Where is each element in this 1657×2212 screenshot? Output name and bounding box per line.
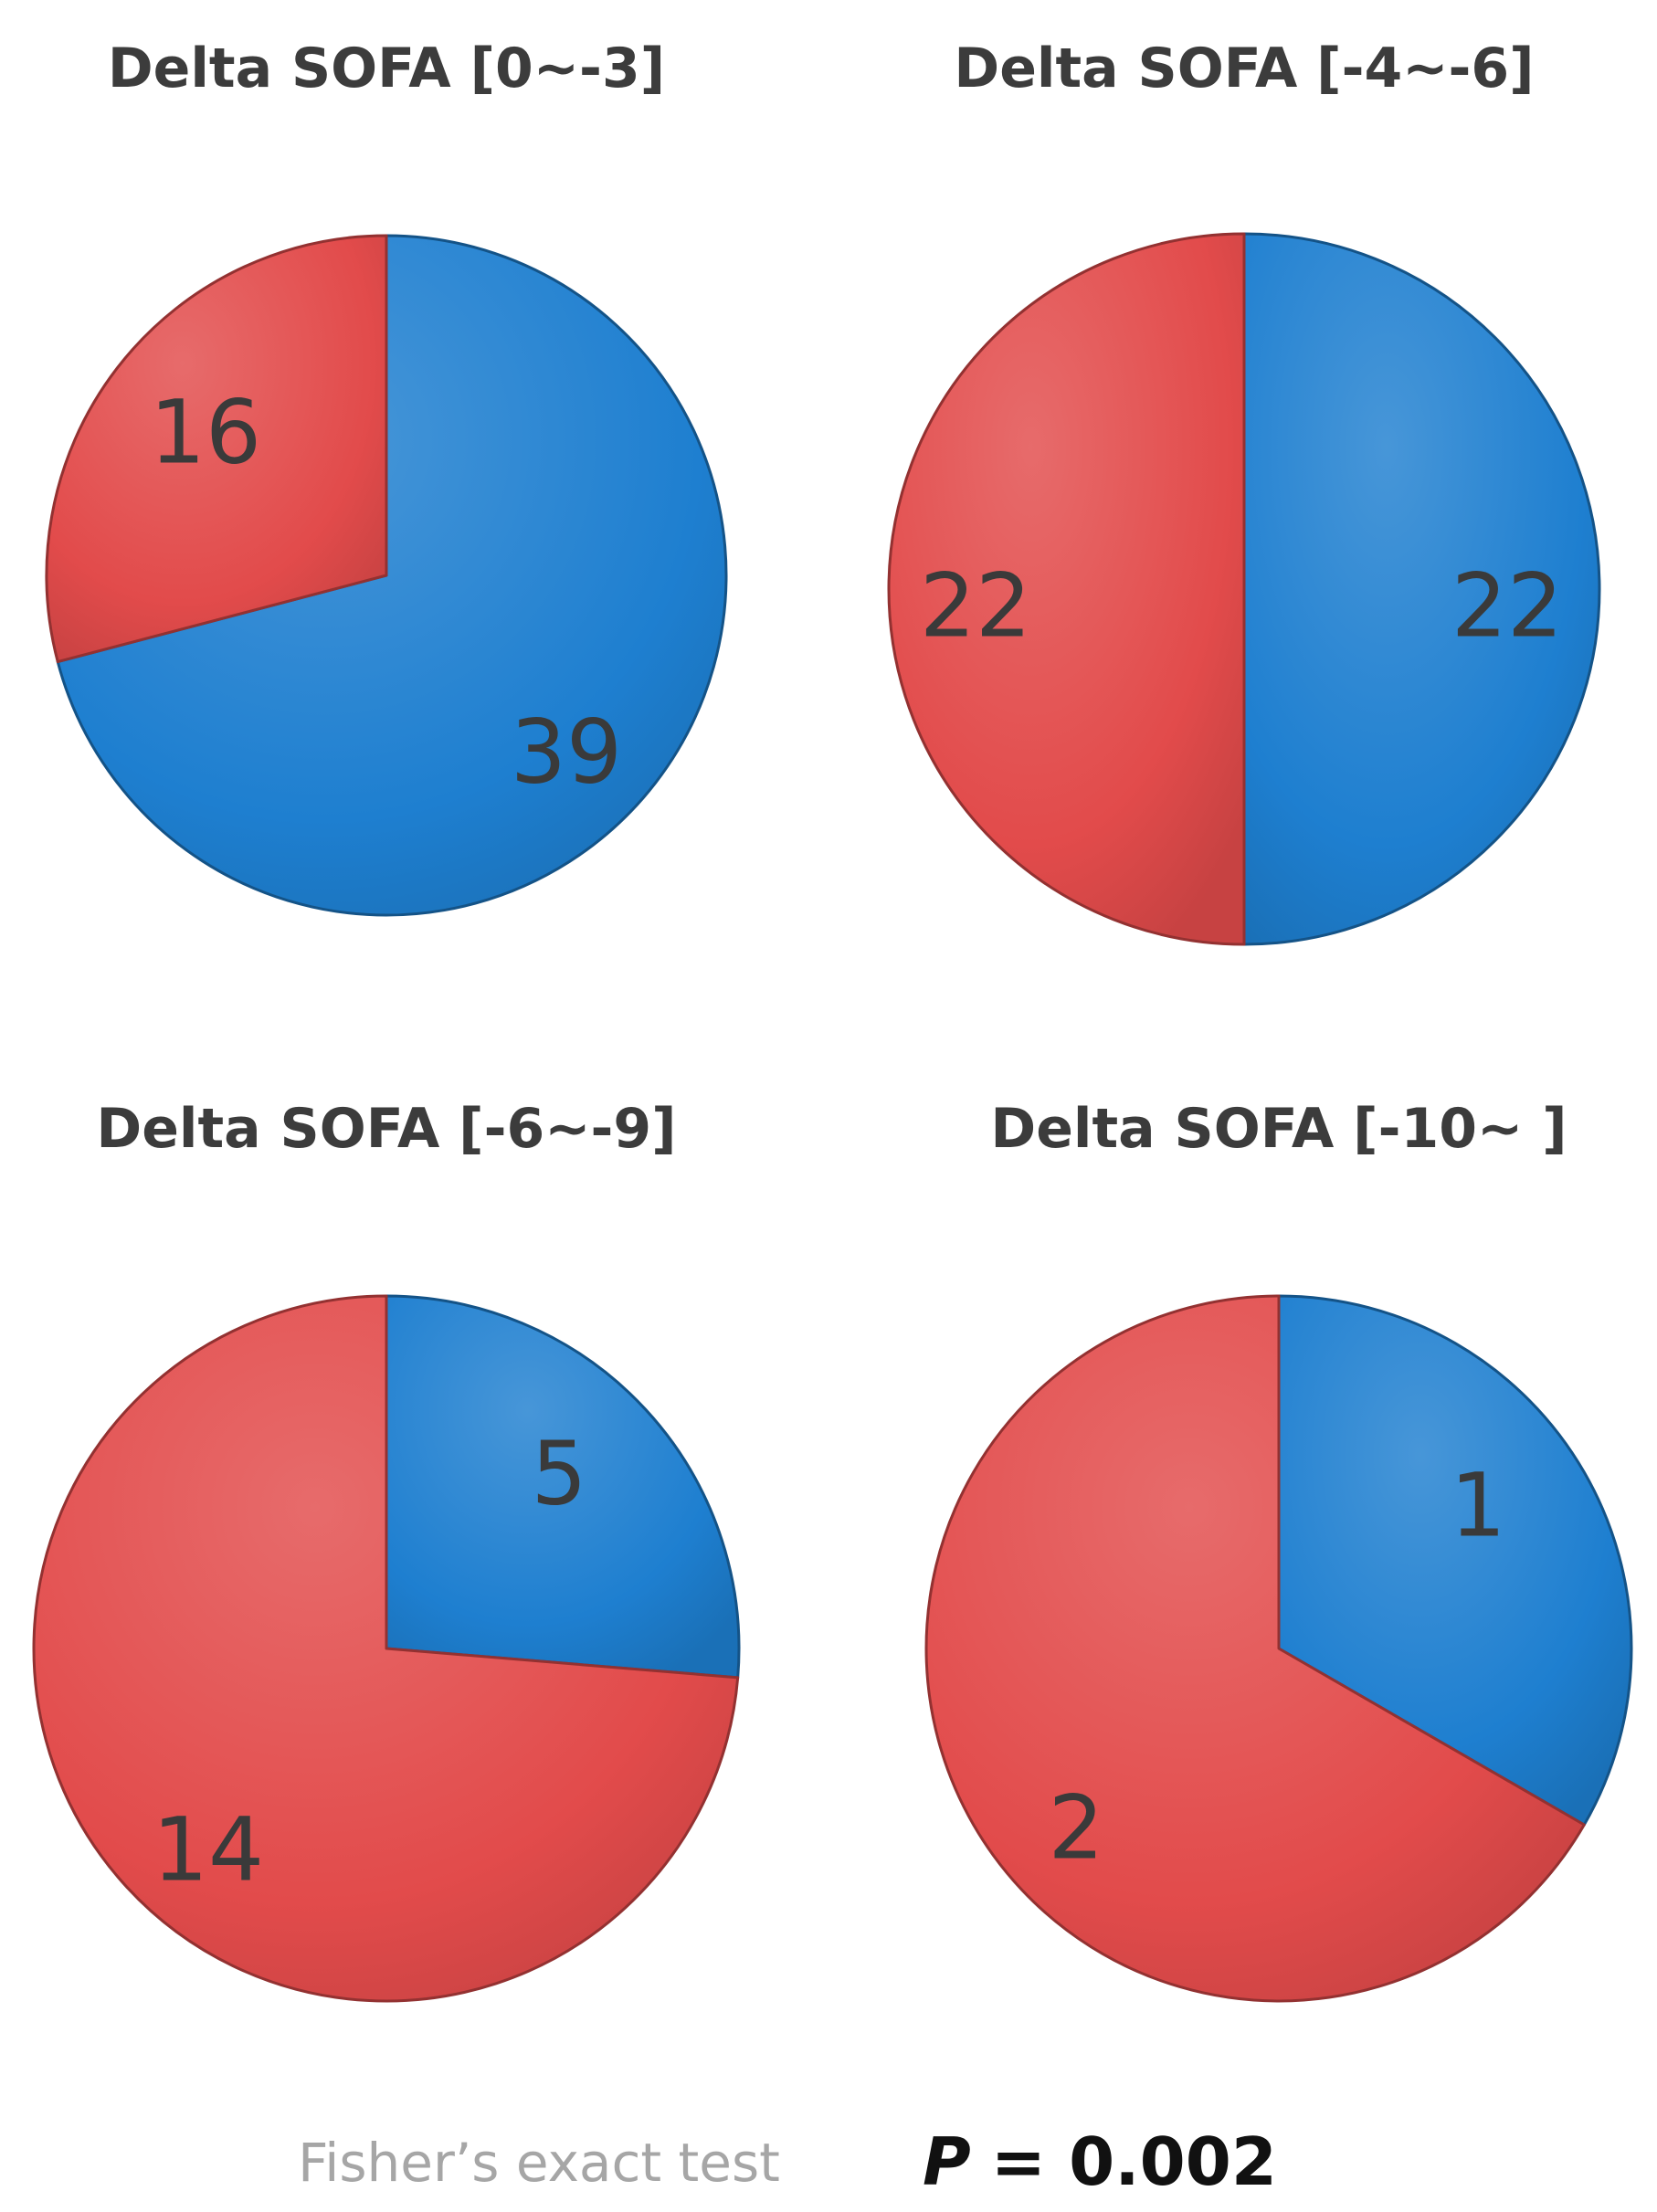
- pie-slice-label: 14: [153, 1798, 264, 1901]
- pie-slice: [45, 234, 388, 664]
- statistics-footer: Fisher’s exact test P = 0.002: [298, 2123, 1277, 2200]
- pie-slice-label: 22: [1451, 554, 1563, 657]
- pie-slice: [56, 234, 728, 917]
- pie-slice: [1277, 1294, 1633, 1827]
- pie-slice-label: 1: [1450, 1454, 1505, 1556]
- pie-slice-label: 2: [1048, 1776, 1103, 1879]
- pie-slice-label: 16: [150, 381, 261, 483]
- pie-charts: Delta SOFA [0~-3] 39 16 Delta SOFA [-4~-6] 2…: [32, 37, 1633, 2003]
- pie-chart-title: Delta SOFA [-4~-6]: [954, 37, 1534, 100]
- pie-slice: [924, 1294, 1586, 2003]
- p-symbol: P: [923, 2123, 971, 2200]
- pie-chart-4: Delta SOFA [-10~ ] 1 2: [924, 1097, 1633, 2003]
- p-value-number: = 0.002: [991, 2123, 1277, 2200]
- pie-slice: [385, 1294, 741, 1680]
- pie-slice-label: 5: [531, 1422, 586, 1524]
- test-name: Fisher’s exact test: [298, 2132, 780, 2194]
- pie-slice: [32, 1294, 740, 2003]
- pie-slice-label: 39: [511, 700, 622, 803]
- pie-chart-2: Delta SOFA [-4~-6] 22 22: [887, 37, 1601, 946]
- pie-chart-title: Delta SOFA [0~-3]: [108, 37, 665, 100]
- pie-chart-title: Delta SOFA [-10~ ]: [990, 1097, 1567, 1161]
- pie-chart-1: Delta SOFA [0~-3] 39 16: [45, 37, 728, 917]
- pie-slice: [1242, 232, 1601, 946]
- pie-slice: [887, 232, 1246, 946]
- pie-chart-3: Delta SOFA [-6~-9] 5 14: [32, 1097, 741, 2003]
- pie-slice-label: 22: [920, 554, 1031, 657]
- pie-chart-title: Delta SOFA [-6~-9]: [96, 1097, 676, 1161]
- p-value: P = 0.002: [923, 2123, 1277, 2200]
